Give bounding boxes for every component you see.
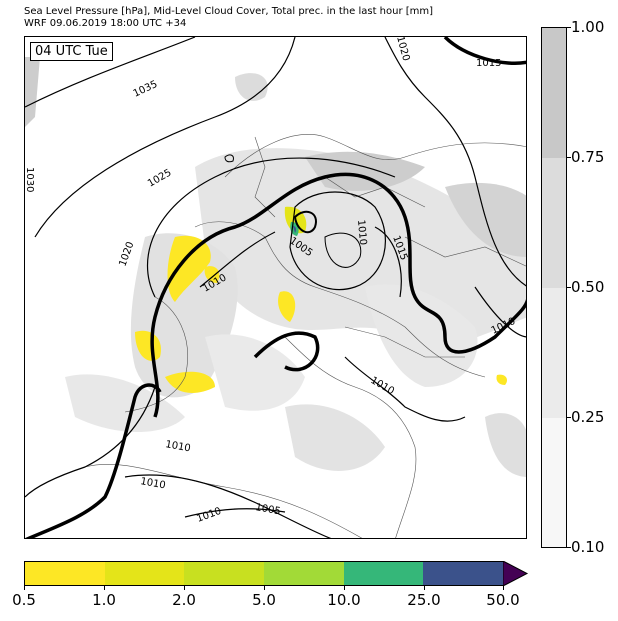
cloud-tickmark — [567, 287, 571, 288]
cloud-tickmark — [567, 157, 571, 158]
cloud-segment-bottom — [542, 418, 566, 547]
isobar-label: 1010 — [369, 375, 397, 397]
precip-tick-label: 1.0 — [92, 591, 116, 609]
isobar-layer — [25, 37, 526, 538]
precip-tickmark — [264, 586, 265, 590]
header-run: WRF 09.06.2019 18:00 UTC +34 — [24, 18, 187, 29]
precip-tickmark — [24, 586, 25, 590]
precip-tickmark — [424, 586, 425, 590]
precip-segment — [25, 562, 105, 585]
precip-segment — [423, 562, 504, 585]
isobar-label: 1015 — [476, 58, 501, 69]
cloud-tickmark — [567, 27, 571, 28]
isobar-label: 1035 — [132, 79, 160, 100]
isobar-label: 1005 — [254, 502, 281, 517]
precipitation-colorbar — [24, 561, 504, 586]
cloud-segment-lower — [542, 288, 566, 418]
precip-arrow-shape — [503, 561, 529, 586]
precip-segment — [264, 562, 344, 585]
isobar-label: 1025 — [146, 167, 174, 189]
coastline-layer — [84, 134, 526, 538]
cloud-cover-colorbar — [541, 27, 567, 548]
precip-tickmark — [104, 586, 105, 590]
cloud-segment-upper — [542, 158, 566, 288]
precip-segment — [104, 562, 185, 585]
isobar-label: 1010 — [164, 439, 191, 454]
cloud-tickmark — [567, 417, 571, 418]
cloud-tick-label: 1.00 — [571, 18, 605, 36]
cloud-tick-label: 0.50 — [571, 278, 605, 296]
valid-time-label: 04 UTC Tue — [30, 42, 113, 61]
precip-tickmark — [344, 586, 345, 590]
precip-tick-label: 10.0 — [327, 591, 361, 609]
precip-tick-label: 0.5 — [12, 591, 36, 609]
precip-tick-label: 2.0 — [172, 591, 196, 609]
cloud-cover-layer — [25, 57, 526, 477]
isobar-label: 1020 — [117, 240, 136, 268]
cloud-tick-label: 0.25 — [571, 408, 605, 426]
precip-tick-label: 50.0 — [486, 591, 520, 609]
weather-map: 1035 1030 1025 1020 1020 1015 1015 1010 … — [24, 36, 527, 539]
isobar-label: 1010 — [195, 506, 223, 525]
header-title: Sea Level Pressure [hPa], Mid-Level Clou… — [24, 6, 434, 17]
precip-tick-label: 25.0 — [407, 591, 441, 609]
cloud-tick-label: 0.75 — [571, 148, 605, 166]
precip-segment — [343, 562, 424, 585]
isobar-label: 1010 — [139, 476, 166, 491]
cloud-tickmark — [567, 547, 571, 548]
isobar-label: 1030 — [25, 167, 35, 192]
precip-tick-label: 5.0 — [252, 591, 276, 609]
precip-segment — [184, 562, 265, 585]
precipitation-layer — [135, 206, 508, 393]
precip-tickmark — [503, 586, 504, 590]
cloud-segment-top — [542, 28, 566, 158]
map-header: Sea Level Pressure [hPa], Mid-Level Clou… — [24, 6, 433, 30]
precip-extend-arrow — [503, 561, 529, 586]
map-canvas: 1035 1030 1025 1020 1020 1015 1015 1010 … — [25, 37, 526, 538]
precip-tickmark — [184, 586, 185, 590]
cloud-tick-label: 0.10 — [571, 538, 605, 556]
isobar-label: 1010 — [355, 219, 368, 245]
